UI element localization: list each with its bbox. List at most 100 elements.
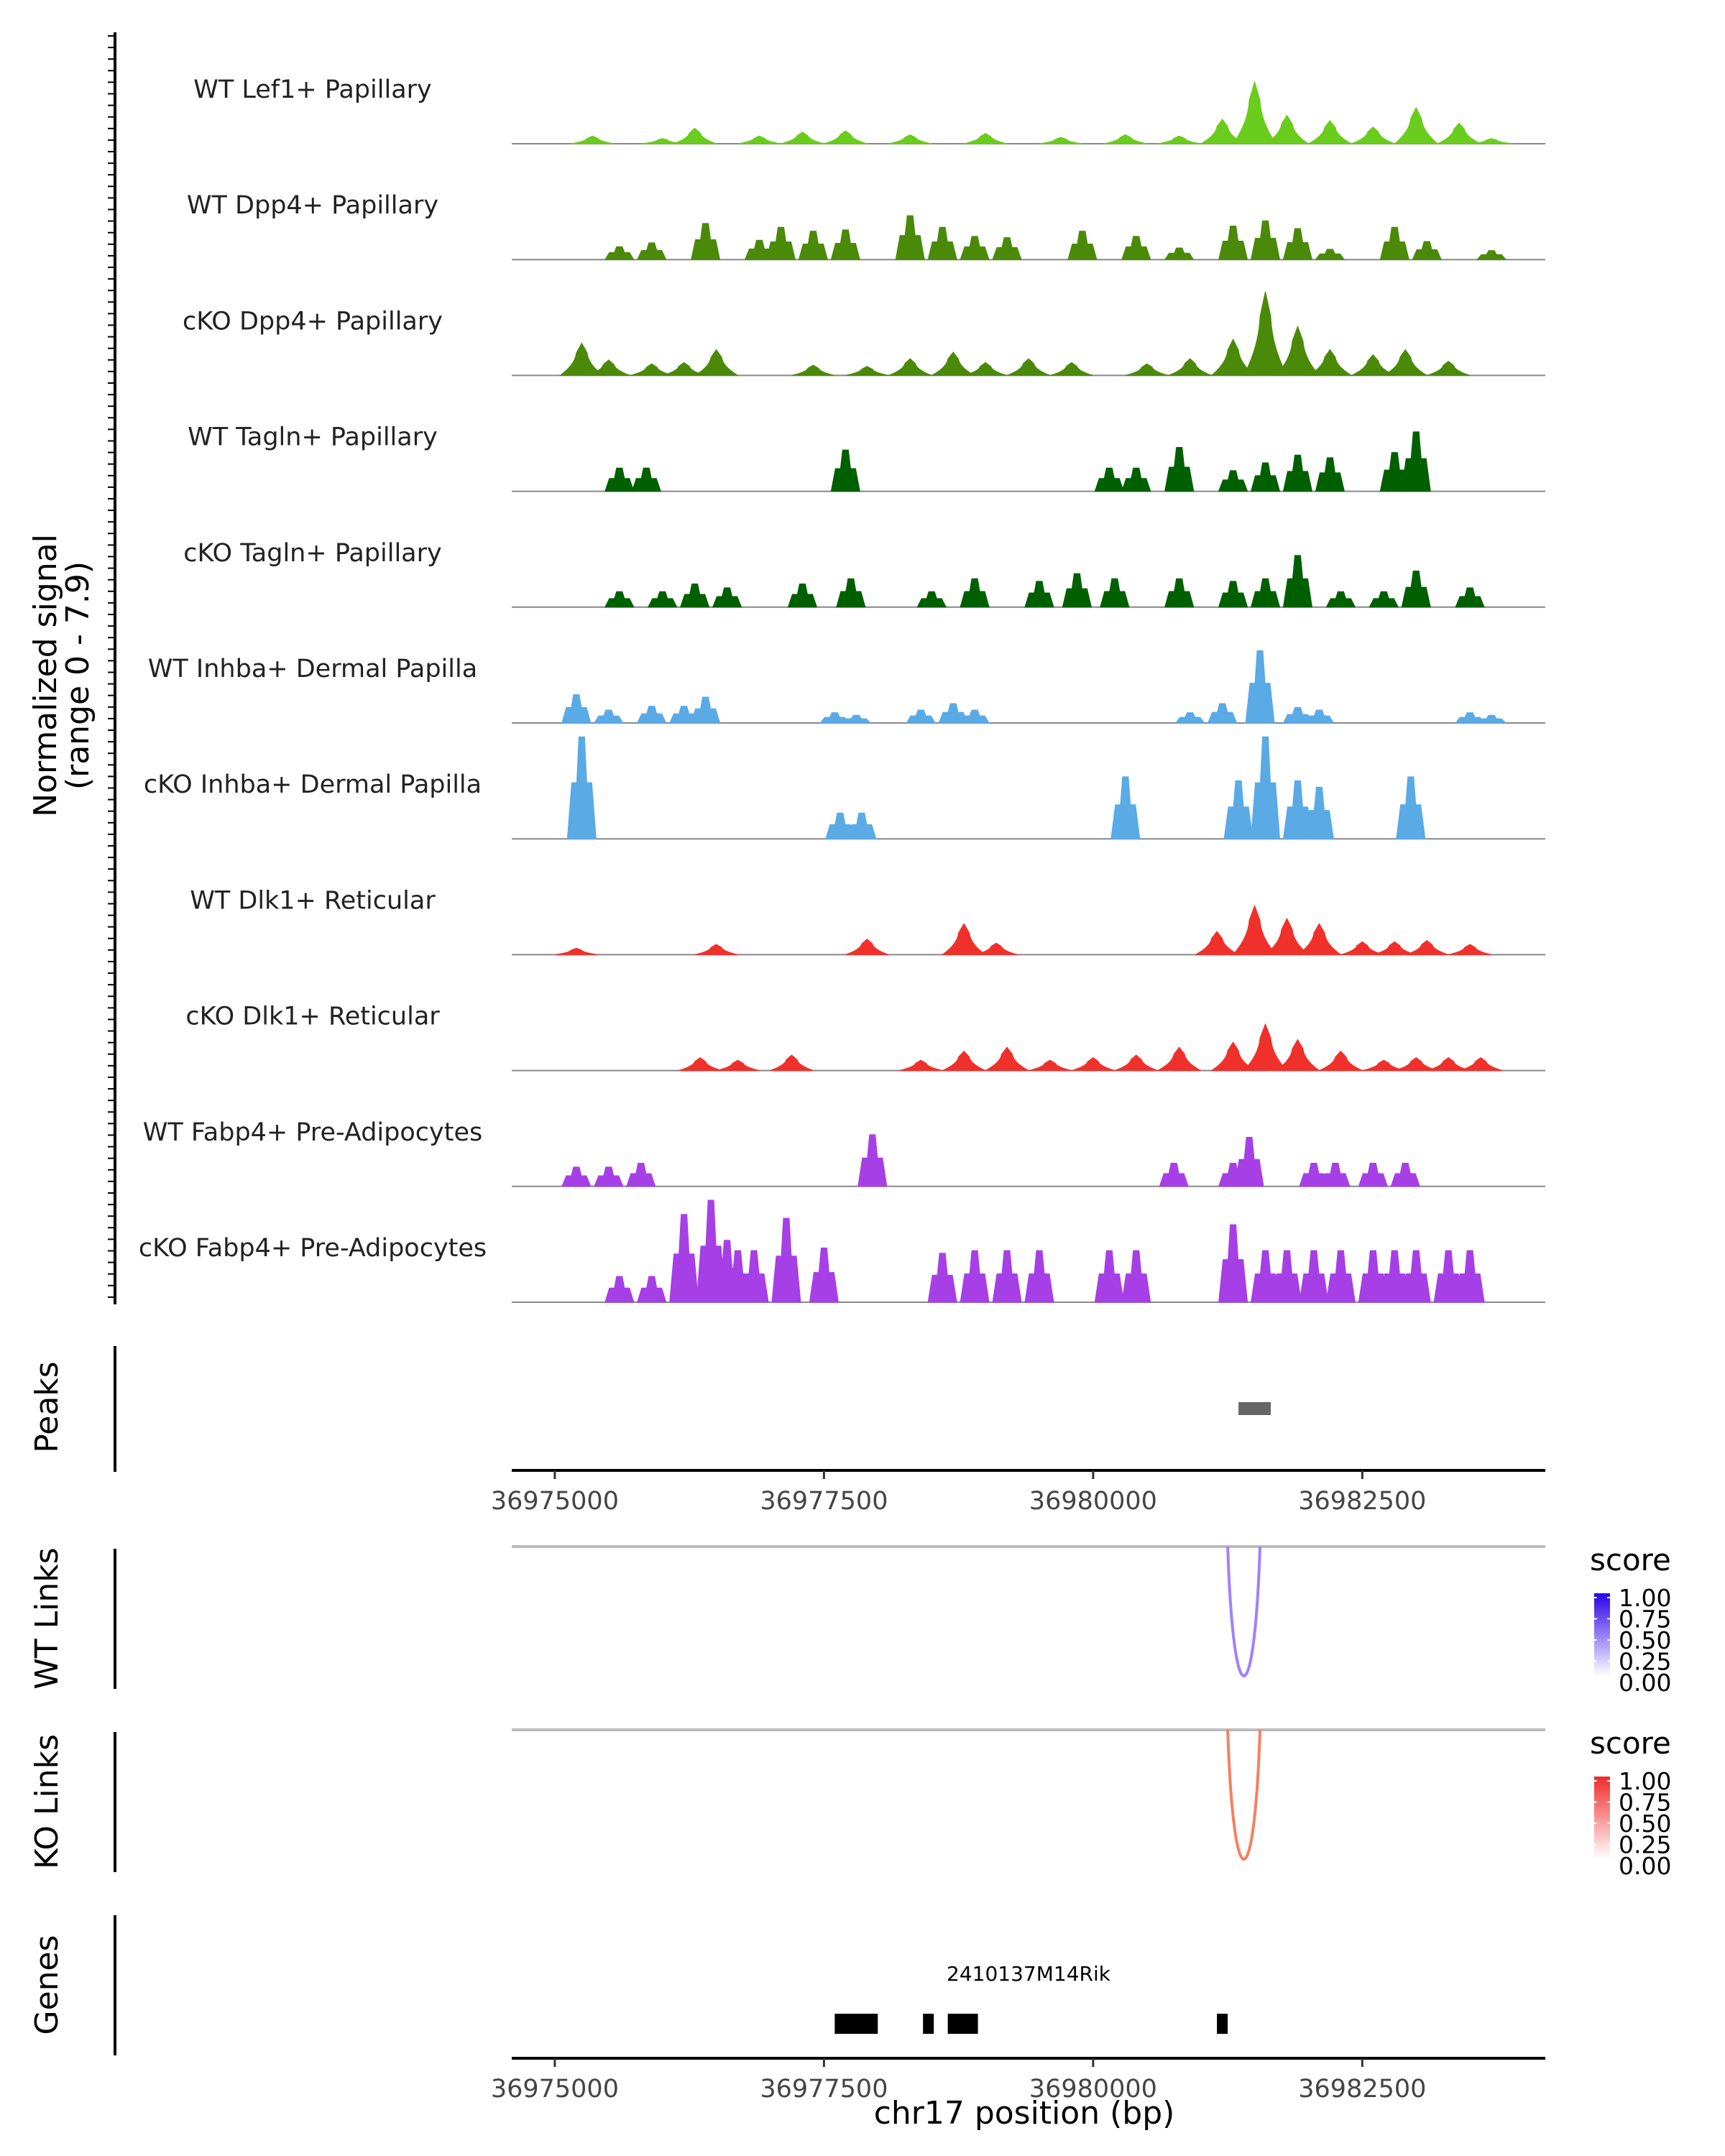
- signal-peak: [1315, 457, 1346, 492]
- signal-peak: [1067, 231, 1098, 260]
- signal-peak: [594, 1166, 624, 1187]
- signal-peak: [1223, 780, 1254, 839]
- signal-peak: [1264, 114, 1310, 144]
- signal-peak: [691, 223, 721, 260]
- signal-peak: [1455, 1250, 1485, 1303]
- x-tick-label: 36980000: [1029, 2075, 1157, 2104]
- signal-peak: [992, 1250, 1022, 1303]
- signal-peak: [1157, 135, 1201, 144]
- signal-peak: [1427, 1057, 1471, 1072]
- signal-peak: [960, 709, 990, 724]
- signal-peak: [1094, 1250, 1124, 1303]
- gene-name: 2410137M14Rik: [947, 1962, 1111, 1986]
- legend-tick-label: 0.00: [1619, 1669, 1671, 1697]
- track-label: WT Lef1+ Papillary: [193, 75, 432, 104]
- signal-peak: [1245, 650, 1275, 724]
- strand-arrow: [1011, 2018, 1017, 2030]
- signal-peak: [1121, 1250, 1151, 1303]
- legend-colorbar: [1594, 1777, 1610, 1859]
- signal-peak: [1401, 431, 1431, 492]
- legend-tick-label: 0.00: [1619, 1852, 1671, 1880]
- signal-peak: [712, 587, 742, 608]
- links-panel-1: WT Links score 1.000.750.500.250.00: [29, 1542, 1671, 1697]
- signal-peak: [694, 944, 738, 955]
- signal-peak: [941, 923, 987, 955]
- strand-arrow: [918, 2018, 924, 2030]
- signal-peak: [963, 133, 1008, 144]
- signal-peak: [841, 714, 872, 724]
- signal-peak: [739, 1250, 769, 1303]
- signal-peak: [1396, 776, 1426, 839]
- signal-peak: [1476, 714, 1507, 724]
- genes-label: Genes: [29, 1935, 65, 2035]
- signal-peak: [561, 694, 592, 724]
- signal-peak: [1164, 578, 1195, 608]
- legend-title: score: [1590, 1542, 1671, 1577]
- signal-peak: [899, 1059, 943, 1072]
- x-tick-label: 36975000: [491, 2075, 619, 2104]
- signal-peak: [558, 342, 604, 376]
- peaks-label: Peaks: [29, 1361, 65, 1452]
- signal-peak: [1218, 470, 1248, 492]
- signal-peak: [836, 578, 866, 608]
- strand-arrow: [1086, 2018, 1092, 2030]
- signal-peak: [1125, 363, 1169, 376]
- track-label: cKO Dpp4+ Papillary: [183, 307, 443, 336]
- signal-peak: [845, 939, 889, 955]
- track-label: WT Dlk1+ Reticular: [190, 886, 436, 915]
- signal-peak: [1296, 923, 1342, 955]
- strand-arrow: [1105, 2018, 1110, 2030]
- signal-peak: [1164, 446, 1195, 492]
- signal-peak: [771, 1217, 801, 1303]
- signal-peak: [1401, 1250, 1431, 1303]
- signal-peak: [1157, 1046, 1201, 1072]
- signal-peak: [1110, 776, 1141, 839]
- signal-peak: [888, 358, 932, 376]
- signal-peak: [1028, 1059, 1072, 1072]
- legend-tick-label: 0.25: [1619, 1648, 1671, 1676]
- signal-peak: [690, 696, 721, 724]
- signal-peak: [927, 1253, 957, 1303]
- signal-peak: [586, 359, 630, 376]
- signal-peak: [1379, 226, 1409, 260]
- signal-peak: [845, 366, 889, 376]
- signal-peak: [1455, 587, 1485, 608]
- signal-peak: [963, 361, 1008, 376]
- exon: [834, 2014, 878, 2034]
- track-label: WT Dpp4+ Papillary: [187, 191, 438, 220]
- strand-arrow: [1161, 2018, 1167, 2030]
- signal-peak: [1405, 939, 1449, 955]
- signal-peak: [857, 1134, 888, 1187]
- signal-peak: [1243, 291, 1288, 376]
- strand-arrow: [1179, 2018, 1185, 2030]
- signal-peak: [1121, 467, 1151, 492]
- signal-peak: [1100, 578, 1130, 608]
- signal-peak: [1207, 703, 1238, 724]
- x-tick-label: 36977500: [760, 1487, 888, 1516]
- track-label: WT Tagln+ Papillary: [188, 423, 438, 452]
- y-axis-range: (range 0 - 7.9): [60, 561, 96, 790]
- signal-peak: [1250, 462, 1281, 492]
- signal-peak: [1412, 241, 1442, 260]
- signal-peak: [1039, 137, 1083, 144]
- signal-peak: [636, 706, 667, 724]
- signal-peak: [737, 135, 781, 144]
- signal-peak: [1159, 1162, 1189, 1187]
- signal-peak: [647, 591, 678, 608]
- signal-peak: [906, 709, 937, 724]
- signal-peak: [1121, 236, 1151, 260]
- signal-peak: [1427, 360, 1471, 376]
- strand-arrow: [1049, 2018, 1054, 2030]
- signal-peak: [1351, 126, 1395, 144]
- strand-arrow: [1142, 2018, 1148, 2030]
- signal-peak: [1304, 709, 1335, 724]
- strand-arrow: [899, 2018, 905, 2030]
- signal-peak: [1320, 1162, 1351, 1187]
- track-label: cKO Inhba+ Dermal Papilla: [144, 770, 482, 799]
- signal-peak: [1299, 1250, 1329, 1303]
- track-label: cKO Dlk1+ Reticular: [185, 1003, 440, 1031]
- signal-peak: [798, 231, 829, 260]
- track-4: WT Tagln+ Papillary: [188, 423, 1545, 492]
- links-label: KO Links: [29, 1734, 65, 1869]
- signal-peak: [593, 709, 624, 724]
